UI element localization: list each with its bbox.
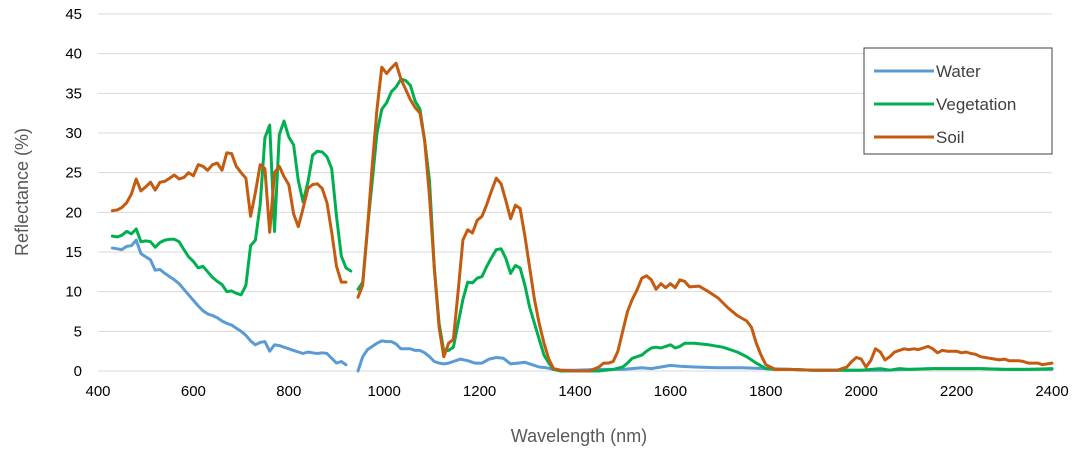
legend-label-water: Water bbox=[936, 62, 981, 81]
y-tick-label: 40 bbox=[65, 46, 82, 63]
series-line-soil-segment-1 bbox=[110, 151, 348, 284]
y-tick-label: 5 bbox=[74, 323, 82, 340]
series-line-water-segment-1 bbox=[110, 238, 348, 367]
series-line-vegetation-segment-1 bbox=[110, 119, 353, 297]
legend-label-soil: Soil bbox=[936, 128, 964, 147]
gridlines bbox=[98, 13, 1052, 372]
y-tick-label: 45 bbox=[65, 6, 82, 23]
y-tick-label: 35 bbox=[65, 85, 82, 102]
y-axis-tick-labels: 0 5 10 15 20 25 30 35 40 45 bbox=[65, 6, 82, 380]
y-tick-label: 25 bbox=[65, 165, 82, 182]
y-tick-label: 15 bbox=[65, 244, 82, 261]
y-axis-title: Reflectance (%) bbox=[12, 128, 32, 256]
y-tick-label: 30 bbox=[65, 125, 82, 142]
x-tick-label: 2400 bbox=[1035, 383, 1068, 400]
x-tick-label: 1400 bbox=[558, 383, 591, 400]
x-axis-tick-labels: 400 600 800 1000 1200 1400 1600 1800 2000 2200 240… bbox=[85, 383, 1068, 400]
x-tick-label: 2200 bbox=[940, 383, 973, 400]
x-tick-label: 2000 bbox=[845, 383, 878, 400]
y-tick-label: 20 bbox=[65, 204, 82, 221]
legend: Water Vegetation Soil bbox=[863, 47, 1053, 155]
series-line-soil-segment-2 bbox=[356, 61, 1054, 373]
x-tick-label: 1800 bbox=[749, 383, 782, 400]
series-soil bbox=[110, 61, 1054, 373]
series-water bbox=[110, 238, 1054, 373]
y-tick-label: 10 bbox=[65, 284, 82, 301]
x-tick-label: 600 bbox=[181, 383, 206, 400]
x-tick-label: 400 bbox=[85, 383, 110, 400]
legend-label-vegetation: Vegetation bbox=[936, 95, 1016, 114]
y-tick-label: 0 bbox=[74, 363, 82, 380]
series-lines bbox=[110, 61, 1054, 373]
x-tick-label: 1200 bbox=[463, 383, 496, 400]
x-tick-label: 1000 bbox=[368, 383, 401, 400]
x-axis-title: Wavelength (nm) bbox=[511, 426, 647, 446]
x-tick-label: 1600 bbox=[654, 383, 687, 400]
x-tick-label: 800 bbox=[276, 383, 301, 400]
